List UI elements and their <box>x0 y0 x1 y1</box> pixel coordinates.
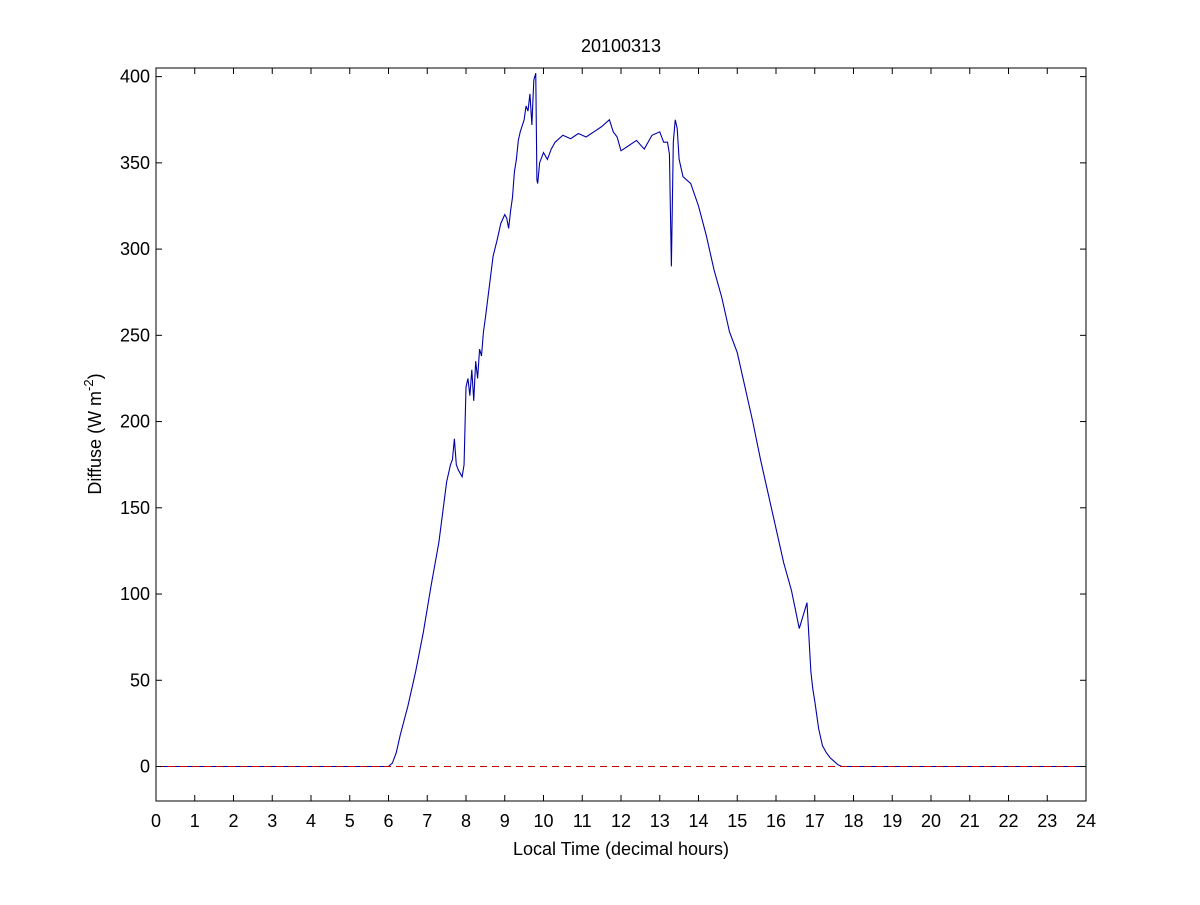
x-tick-label: 15 <box>727 811 747 831</box>
x-tick-label: 22 <box>998 811 1018 831</box>
x-tick-label: 11 <box>573 811 592 831</box>
y-axis-label-close: ) <box>85 373 105 379</box>
x-tick-label: 9 <box>500 811 510 831</box>
x-tick-label: 5 <box>345 811 355 831</box>
x-tick-label: 17 <box>805 811 825 831</box>
y-tick-label: 250 <box>120 325 150 345</box>
x-tick-label: 16 <box>766 811 786 831</box>
x-tick-label: 20 <box>921 811 941 831</box>
x-tick-label: 23 <box>1037 811 1057 831</box>
x-tick-label: 19 <box>882 811 902 831</box>
x-tick-label: 6 <box>383 811 393 831</box>
chart-title: 20100313 <box>581 36 661 56</box>
y-tick-label: 400 <box>120 67 150 87</box>
x-tick-label: 4 <box>306 811 316 831</box>
y-tick-label: 200 <box>120 412 150 432</box>
x-tick-label: 3 <box>267 811 277 831</box>
x-tick-label: 13 <box>650 811 670 831</box>
y-axis-label-superscript: -2 <box>81 379 96 391</box>
x-tick-label: 18 <box>843 811 863 831</box>
x-tick-label: 7 <box>422 811 432 831</box>
x-tick-label: 12 <box>611 811 631 831</box>
x-tick-label: 0 <box>151 811 161 831</box>
x-tick-label: 14 <box>688 811 708 831</box>
x-tick-label: 2 <box>228 811 238 831</box>
x-tick-label: 10 <box>533 811 553 831</box>
tick-layer: 0 1 2 3 4 5 6 7 8 9 10 11 12 13 14 15 16 17 18 19 20 21 22 23 24… <box>120 67 1096 831</box>
y-tick-label: 50 <box>130 670 150 690</box>
y-tick-label: 0 <box>140 757 150 777</box>
x-tick-label: 21 <box>960 811 980 831</box>
y-tick-label: 100 <box>120 584 150 604</box>
y-tick-label: 150 <box>120 498 150 518</box>
y-axis-label: Diffuse (W m-2) <box>81 373 105 494</box>
y-tick-label: 350 <box>120 153 150 173</box>
x-tick-label: 1 <box>190 811 200 831</box>
x-tick-label: 24 <box>1076 811 1096 831</box>
series-line-diffuse <box>156 73 1086 768</box>
plot-area-background <box>156 68 1086 801</box>
series-layer <box>156 73 1086 768</box>
x-axis-label: Local Time (decimal hours) <box>513 839 729 859</box>
y-tick-label: 300 <box>120 239 150 259</box>
y-axis-label-main: Diffuse (W m <box>85 391 105 495</box>
x-tick-label: 8 <box>461 811 471 831</box>
